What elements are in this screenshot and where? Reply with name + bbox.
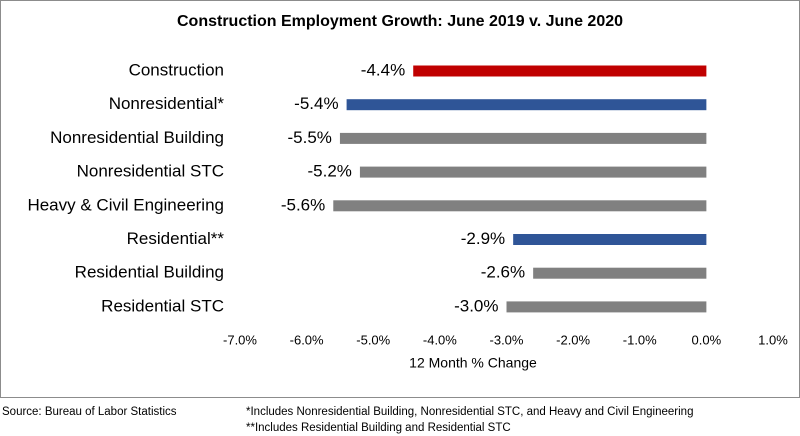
footnote: *Includes Nonresidential Building, Nonre… [246,406,693,418]
bar [413,65,707,77]
value-label: -2.9% [461,229,505,248]
value-label: -5.6% [281,195,325,214]
x-tick-label: -1.0% [623,332,657,347]
x-tick-label: -7.0% [223,332,257,347]
footnote: **Includes Residential Building and Resi… [246,422,511,434]
y-tick-label: Residential STC [101,296,224,315]
source: Source: Bureau of Labor Statistics [2,406,177,418]
y-tick-label: Nonresidential STC [77,162,224,181]
value-label: -5.4% [294,94,338,113]
x-tick-label: 1.0% [758,332,788,347]
bar [513,234,707,245]
bar [339,132,707,144]
bar [533,267,707,279]
x-tick-label: -2.0% [556,332,590,347]
x-axis-label: 12 Month % Change [409,355,537,371]
y-tick-label: Heavy & Civil Engineering [27,195,224,214]
value-label: -4.4% [361,60,405,79]
bar [346,99,707,111]
x-tick-label: 0.0% [692,332,722,347]
value-label: -3.0% [454,296,498,315]
y-tick-label: Nonresidential* [109,94,225,113]
x-tick-label: -5.0% [356,332,390,347]
value-label: -5.5% [288,128,332,147]
bar [506,301,707,313]
value-label: -2.6% [481,263,525,282]
bar [359,166,707,178]
x-tick-label: -3.0% [490,332,524,347]
chart-title: Construction Employment Growth: June 201… [177,13,623,30]
y-tick-label: Residential** [127,229,225,248]
bar [333,200,707,212]
x-tick-label: -6.0% [290,332,324,347]
value-label: -5.2% [308,162,352,181]
y-tick-label: Residential Building [75,263,224,282]
y-tick-label: Nonresidential Building [50,128,224,147]
y-tick-label: Construction [129,60,224,79]
x-tick-label: -4.0% [423,332,457,347]
